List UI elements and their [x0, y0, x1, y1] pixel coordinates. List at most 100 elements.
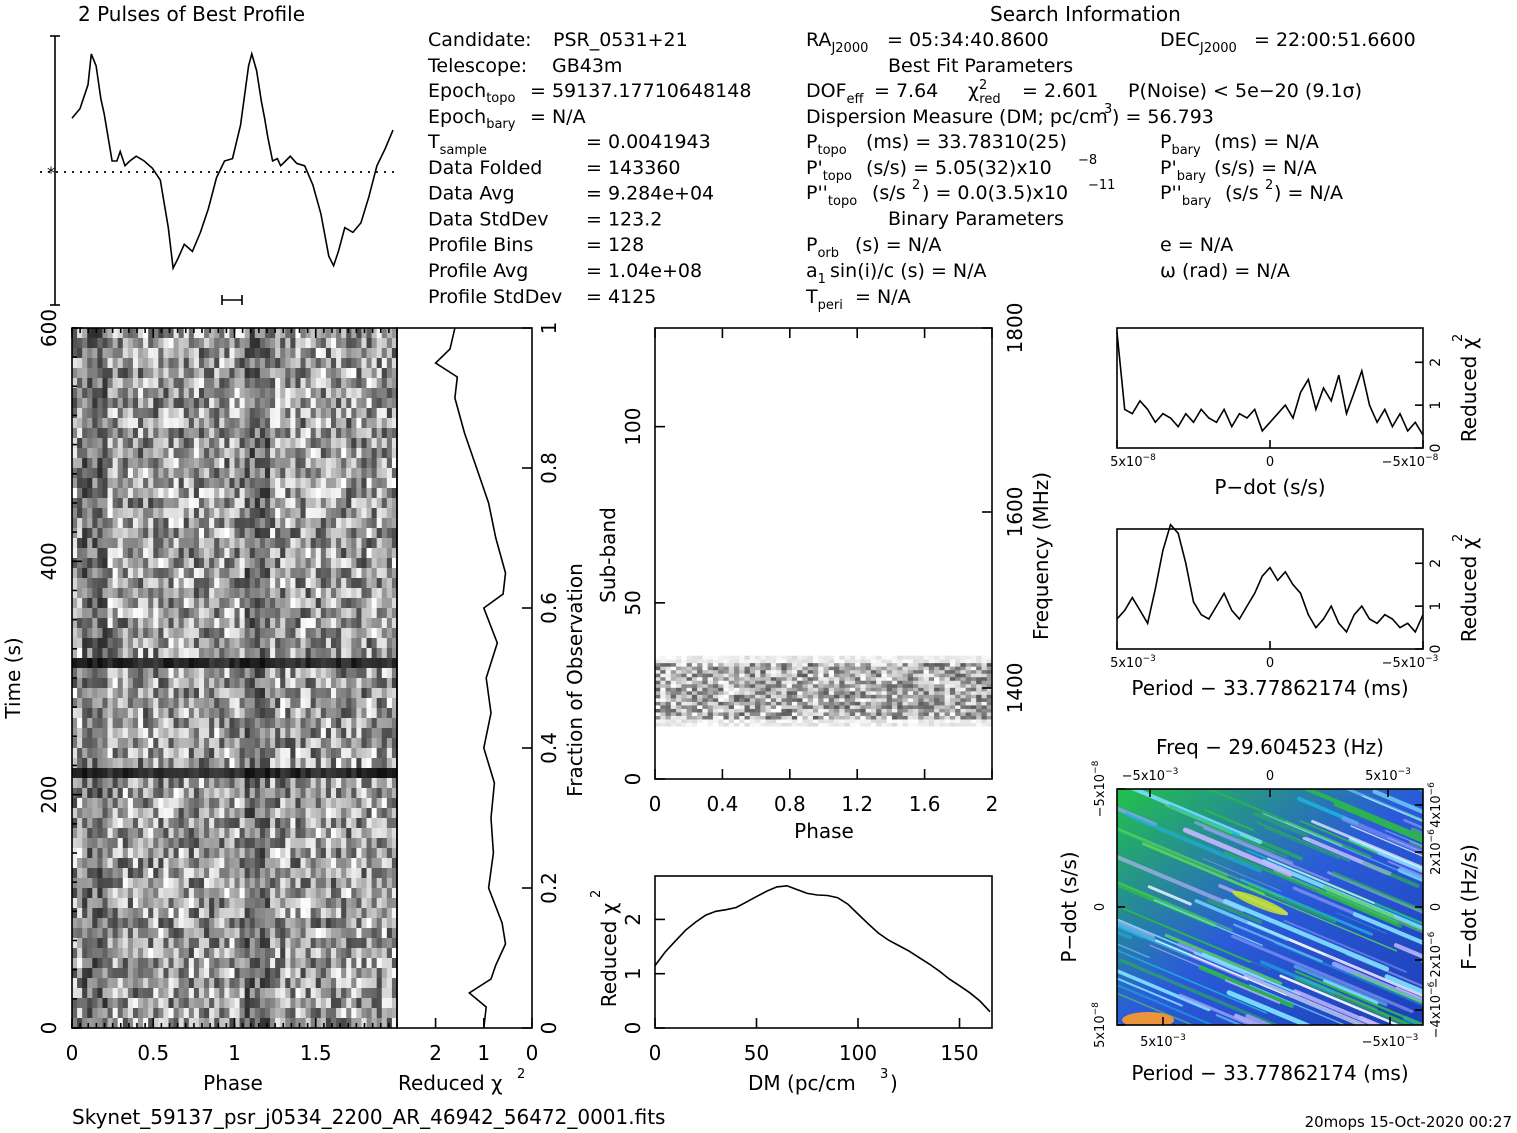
- svg-text:= 2.601: = 2.601: [1022, 80, 1098, 102]
- search-info-header: Search Information: [990, 2, 1181, 26]
- fit-parameters: RAJ2000 = 05:34:40.8600 DECJ2000 = 22:00…: [805, 29, 1416, 313]
- subband-phase-tick: 1.6: [909, 792, 941, 816]
- time-chi2-plot: 2 1 0 0 0.2 0.4 0.6 0.8 1 Reduced χ 2 Fraction o…: [396, 322, 587, 1095]
- pp-y2-tick: −2x10−6: [1427, 931, 1444, 988]
- svg-text:= 7.64: = 7.64: [874, 80, 938, 102]
- pp-y-tick: −5x10−8: [1091, 760, 1108, 817]
- time-tick-label: 0: [37, 1022, 61, 1035]
- time-chi2-axis-label: Reduced χ: [398, 1071, 503, 1095]
- time-phase-plot: 0 0.5 1 1.5 0 200 400 600 Time (s) Phase: [1, 309, 398, 1095]
- subband-phase-tick: 0: [649, 792, 662, 816]
- profile-plot: *: [40, 35, 398, 306]
- period-chi2-curve: [1116, 523, 1424, 634]
- stat-label: Tsample: [427, 131, 487, 158]
- dm-chi2-tick: 2: [621, 913, 645, 926]
- svg-text:e = N/A: e = N/A: [1160, 234, 1233, 256]
- pp-fdot-axis-label: F−dot (Hz/s): [1457, 844, 1481, 970]
- svg-text:(s/s) = 5.05(32)x10: (s/s) = 5.05(32)x10: [866, 157, 1052, 179]
- stat-label: Profile Avg: [428, 260, 528, 282]
- svg-text:sin(i)/c (s) = N/A: sin(i)/c (s) = N/A: [830, 260, 987, 282]
- time-tick-label: 200: [37, 776, 61, 814]
- pp-y-tick: 5x10−8: [1091, 1002, 1108, 1048]
- pdot-chi2-ylabel: Reduced χ: [1457, 338, 1481, 443]
- dm-chi2-tick: 0: [621, 1022, 645, 1035]
- subband-phase-axis-label: Phase: [794, 819, 854, 843]
- svg-text:) = N/A: ) = N/A: [1274, 182, 1343, 204]
- frequency-axis-label: Frequency (MHz): [1029, 472, 1053, 640]
- chi2-y-tick: 2: [1428, 559, 1444, 568]
- page-title: 2 Pulses of Best Profile: [78, 2, 305, 26]
- svg-text:Telescope:: Telescope:: [427, 55, 527, 77]
- pdot-axis-label: P−dot (s/s): [1214, 475, 1325, 499]
- pp-x-tick: −5x10−3: [1362, 1033, 1419, 1050]
- svg-text:P'bary: P'bary: [1160, 157, 1206, 184]
- subband-phase-plot: 0 0.4 0.8 1.2 1.6 2 0 50 100 1400 1600 1800 Sub-ban…: [596, 303, 1053, 843]
- subband-phase-tick: 0.4: [706, 792, 738, 816]
- chi2-y-tick: 1: [1428, 602, 1444, 611]
- fraction-tick-label: 0.6: [537, 592, 561, 624]
- subband-phase-tick: 0.8: [774, 792, 806, 816]
- time-phase-heatmap: [72, 328, 398, 1029]
- pp-y-tick: 0: [1093, 903, 1108, 911]
- subband-phase-tick: 1.2: [841, 792, 873, 816]
- svg-text:2: 2: [1265, 178, 1273, 193]
- period-pdot-plot: Freq − 29.604523 (Hz) 5x10−3 −5x10−3 −5x10…: [1057, 735, 1481, 1085]
- profile-error-bar: [221, 295, 243, 305]
- stat-label: Data StdDev: [428, 208, 549, 230]
- svg-text:Best Fit Parameters: Best Fit Parameters: [888, 55, 1073, 77]
- svg-text:ω (rad) = N/A: ω (rad) = N/A: [1160, 260, 1290, 282]
- svg-text:PSR_0531+21: PSR_0531+21: [553, 29, 688, 51]
- stat-value: = 0.0041943: [586, 131, 711, 153]
- svg-text:*: *: [47, 163, 55, 182]
- chi2-tick-label: 2: [429, 1041, 442, 1065]
- dm-tick-label: 150: [940, 1041, 978, 1065]
- chi2-x-tick: 5x10−3: [1110, 654, 1156, 671]
- pp-period-axis-label: Period − 33.77862174 (ms): [1131, 1061, 1408, 1085]
- fraction-tick-label: 0: [537, 1022, 561, 1035]
- pp-y2-tick: 0: [1429, 903, 1444, 911]
- svg-text:Tperi: Tperi: [805, 286, 843, 313]
- dm-chi2-curve: [654, 884, 991, 1013]
- phase-tick-label: 0: [66, 1041, 79, 1065]
- fraction-tick-label: 0.8: [537, 452, 561, 484]
- filename: Skynet_59137_psr_j0534_2200_AR_46942_564…: [72, 1105, 665, 1129]
- svg-text:Porb: Porb: [806, 234, 839, 261]
- svg-text:) = 0.0(3.5)x10: ) = 0.0(3.5)x10: [922, 182, 1068, 204]
- pp-y2-tick: −4x10−6: [1427, 981, 1444, 1038]
- profile-curve: [71, 50, 394, 271]
- dm-ylabel: Reduced χ: [597, 903, 621, 1008]
- phase-tick-label: 0.5: [137, 1041, 169, 1065]
- time-tick-label: 400: [37, 542, 61, 580]
- period-chi2-ylabel: Reduced χ: [1457, 538, 1481, 643]
- pp-top-tick: 5x10−3: [1365, 767, 1411, 784]
- stat-label: Profile Bins: [428, 234, 533, 256]
- pdot-chi2-curve: [1116, 332, 1424, 436]
- stat-value: = 143360: [586, 157, 681, 179]
- pp-pdot-axis-label: P−dot (s/s): [1057, 851, 1081, 962]
- svg-text:= 22:00:51.6600: = 22:00:51.6600: [1254, 29, 1416, 51]
- time-axis-label: Time (s): [1, 637, 25, 719]
- stat-label: Data Folded: [428, 157, 542, 179]
- svg-text:2: 2: [517, 1067, 525, 1082]
- pp-y2-tick: 2x10−6: [1427, 829, 1444, 875]
- svg-text:Ptopo: Ptopo: [806, 131, 847, 158]
- dm-axis-label: DM (pc/cm: [748, 1071, 856, 1095]
- svg-text:DOFeff: DOFeff: [806, 80, 865, 107]
- chi2-y-tick: 2: [1428, 358, 1444, 367]
- pp-x-tick: 5x10−3: [1140, 1033, 1186, 1050]
- svg-text:−8: −8: [1078, 153, 1097, 168]
- svg-text:P''bary: P''bary: [1160, 182, 1211, 209]
- svg-text:(s/s: (s/s: [1225, 182, 1259, 204]
- time-tick-label: 600: [37, 309, 61, 347]
- chi2-x-tick: 0: [1266, 656, 1274, 671]
- timestamp: 20mops 15-Oct-2020 00:27: [1305, 1113, 1512, 1131]
- subband-axis-label: Sub-band: [596, 507, 620, 603]
- candidate-info: Candidate: PSR_0531+21 Telescope: GB43m …: [427, 29, 751, 132]
- pp-top-tick: −5x10−3: [1122, 767, 1179, 784]
- stat-value: = 123.2: [586, 208, 662, 230]
- time-chi2-curve: [434, 327, 507, 1029]
- fraction-tick-label: 0.4: [537, 732, 561, 764]
- subband-heatmap: [655, 655, 993, 727]
- phase-tick-label: 1.5: [300, 1041, 332, 1065]
